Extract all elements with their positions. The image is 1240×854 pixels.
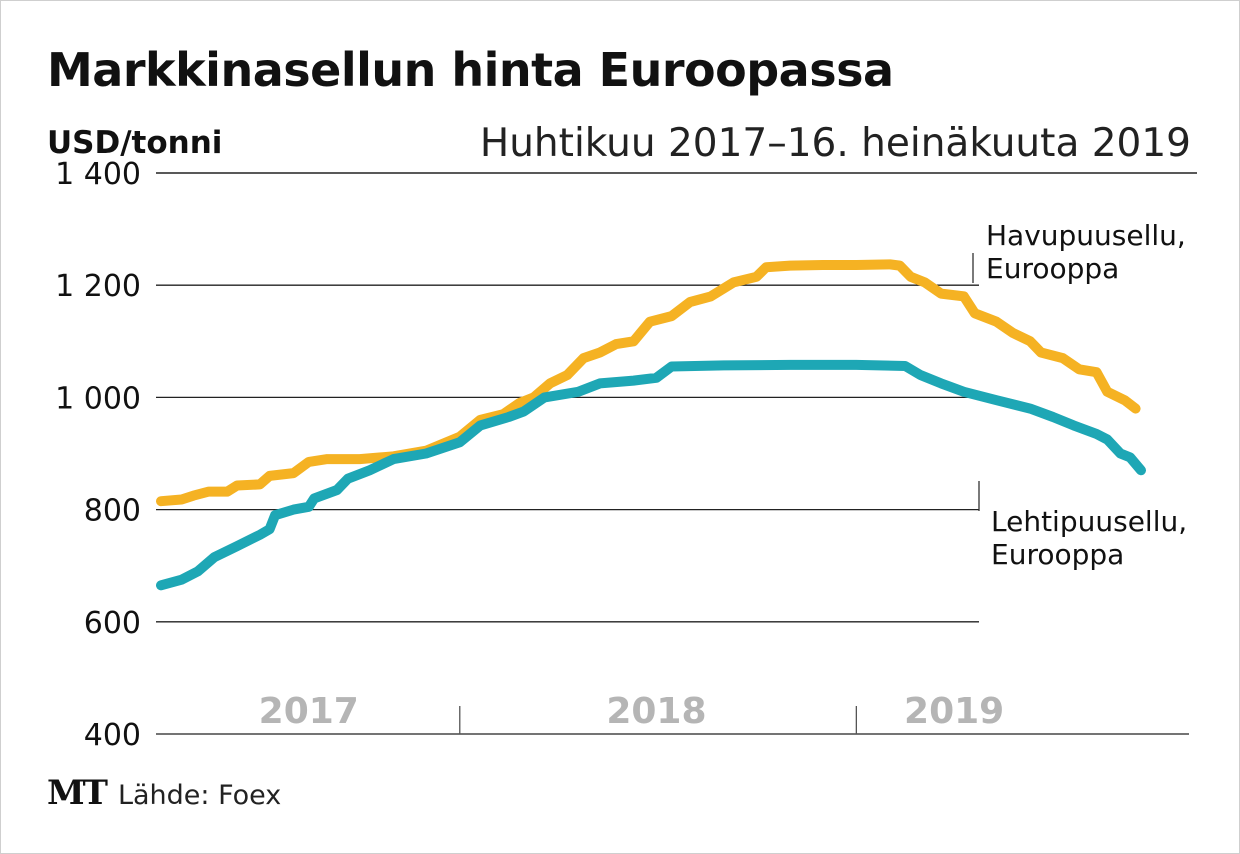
series-label-line: Eurooppa <box>991 538 1124 571</box>
gridlines <box>156 284 1189 735</box>
series-lines <box>156 259 1146 591</box>
year-label-2018: 2018 <box>606 691 706 732</box>
year-dividers <box>459 706 857 734</box>
source-note: Lähde: Foex <box>117 780 282 811</box>
year-label-2017: 2017 <box>259 691 359 732</box>
y-axis-ticks: 1 400 1 200 1 000 800 600 400 <box>55 157 141 753</box>
y-tick-label: 1 200 <box>55 269 141 304</box>
y-tick-label: 1 000 <box>55 381 141 416</box>
y-tick-label: 400 <box>84 718 141 753</box>
series-labels: Havupuusellu,EurooppaLehtipuusellu,Euroo… <box>972 219 1187 571</box>
havupuusellu-line <box>156 259 1141 507</box>
chart-title: Markkinasellun hinta Euroopassa <box>47 43 894 97</box>
y-tick-label: 800 <box>84 494 141 529</box>
chart-subtitle: Huhtikuu 2017–16. heinäkuuta 2019 <box>479 121 1191 166</box>
year-labels: 2017 2018 2019 <box>259 691 1005 732</box>
series-label-line: Eurooppa <box>986 252 1119 285</box>
lehtipuusellu-line <box>156 359 1146 591</box>
series-label-line: Havupuusellu, <box>986 219 1186 252</box>
y-axis-unit: USD/tonni <box>47 125 223 161</box>
footer: MT Lähde: Foex <box>47 773 281 813</box>
mt-logo: MT <box>47 773 108 813</box>
y-tick-label: 1 400 <box>55 157 141 192</box>
year-label-2019: 2019 <box>904 691 1004 732</box>
y-tick-label: 600 <box>84 606 141 641</box>
series-label-line: Lehtipuusellu, <box>991 505 1187 538</box>
